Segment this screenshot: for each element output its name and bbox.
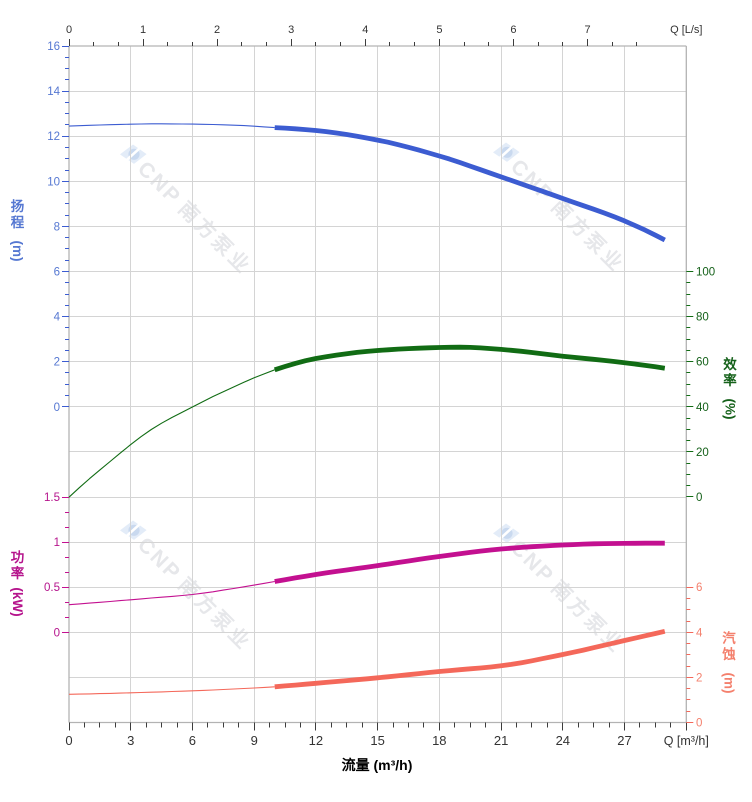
- svg-text:2: 2: [214, 24, 220, 36]
- svg-text:(%): (%): [723, 399, 738, 420]
- svg-text:15: 15: [370, 733, 384, 748]
- svg-text:0: 0: [696, 492, 702, 504]
- svg-text:1.5: 1.5: [44, 492, 60, 504]
- svg-text:3: 3: [127, 733, 134, 748]
- svg-text:20: 20: [696, 447, 709, 459]
- svg-text:率: 率: [723, 372, 737, 388]
- svg-text:Q [L/s]: Q [L/s]: [670, 24, 702, 36]
- svg-text:(kW): (kW): [10, 587, 25, 616]
- svg-text:4: 4: [362, 24, 368, 36]
- svg-text:0: 0: [66, 24, 72, 36]
- svg-text:3: 3: [288, 24, 294, 36]
- svg-text:12: 12: [47, 131, 60, 143]
- svg-text:(m): (m): [10, 241, 25, 262]
- svg-text:4: 4: [696, 627, 703, 639]
- svg-text:1: 1: [54, 537, 60, 549]
- svg-text:27: 27: [617, 733, 631, 748]
- svg-text:0: 0: [696, 718, 702, 730]
- svg-text:6: 6: [189, 733, 196, 748]
- svg-text:5: 5: [436, 24, 442, 36]
- svg-text:6: 6: [696, 582, 702, 594]
- svg-text:率: 率: [11, 565, 25, 581]
- svg-text:21: 21: [494, 733, 508, 748]
- svg-text:18: 18: [432, 733, 446, 748]
- svg-text:Q [m³/h]: Q [m³/h]: [664, 734, 709, 748]
- svg-text:24: 24: [556, 733, 570, 748]
- svg-text:4: 4: [54, 312, 61, 324]
- svg-text:流量 (m³/h): 流量 (m³/h): [342, 757, 413, 773]
- svg-text:8: 8: [54, 221, 60, 233]
- svg-text:2: 2: [54, 357, 60, 369]
- svg-text:效: 效: [723, 356, 737, 372]
- svg-text:0: 0: [54, 627, 60, 639]
- svg-text:程: 程: [11, 215, 25, 230]
- svg-text:80: 80: [696, 312, 709, 324]
- svg-text:2: 2: [696, 672, 702, 684]
- svg-text:9: 9: [251, 733, 258, 748]
- svg-text:7: 7: [584, 24, 590, 36]
- svg-text:(m): (m): [722, 673, 737, 694]
- svg-text:蚀: 蚀: [721, 646, 736, 662]
- svg-text:16: 16: [47, 41, 60, 53]
- svg-text:功: 功: [11, 550, 25, 565]
- svg-text:14: 14: [47, 86, 60, 98]
- svg-text:40: 40: [696, 402, 709, 414]
- svg-text:汽: 汽: [722, 630, 736, 646]
- svg-text:扬: 扬: [11, 198, 25, 214]
- svg-text:0: 0: [65, 733, 72, 748]
- svg-text:0: 0: [54, 402, 60, 414]
- svg-text:0.5: 0.5: [44, 582, 60, 594]
- svg-text:1: 1: [140, 24, 146, 36]
- svg-text:6: 6: [54, 267, 60, 279]
- svg-text:100: 100: [696, 267, 715, 279]
- svg-text:6: 6: [510, 24, 516, 36]
- svg-text:12: 12: [309, 733, 323, 748]
- svg-text:10: 10: [47, 176, 60, 188]
- svg-text:60: 60: [696, 357, 709, 369]
